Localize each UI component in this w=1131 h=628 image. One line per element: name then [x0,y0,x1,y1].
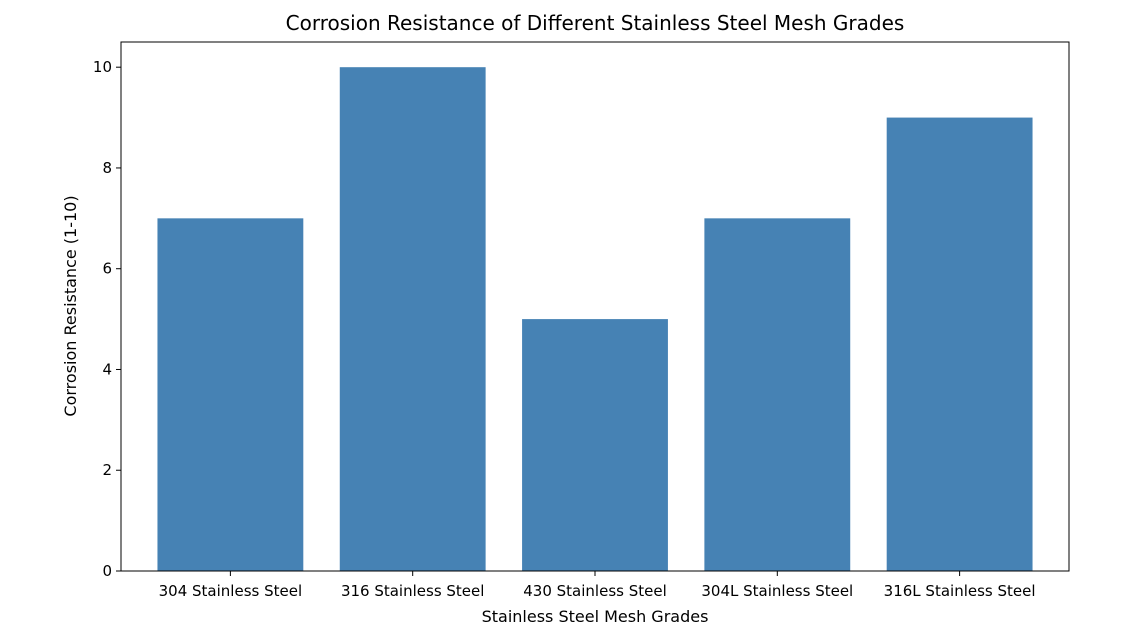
bar-1 [157,218,304,572]
x-tick-label-1: 304 Stainless Steel [159,582,303,600]
bar-3 [522,319,668,571]
y-tick-label-6: 10 [93,58,112,76]
x-tick-label-2: 316 Stainless Steel [341,582,485,600]
chart-title: Corrosion Resistance of Different Stainl… [286,11,905,35]
y-axis: 0 2 4 6 8 10 [93,58,121,580]
bar-5 [886,117,1033,572]
x-tick-label-3: 430 Stainless Steel [523,582,667,600]
y-axis-label: Corrosion Resistance (1-10) [61,195,80,416]
bar-2 [339,67,486,571]
x-axis-label: Stainless Steel Mesh Grades [482,607,709,626]
y-tick-label-5: 8 [102,159,112,177]
bar-4 [704,218,851,572]
y-tick-label-2: 2 [102,461,112,479]
x-tick-label-4: 304L Stainless Steel [701,582,853,600]
x-tick-label-5: 316L Stainless Steel [884,582,1036,600]
y-tick-label-1: 0 [102,562,112,580]
x-axis: 304 Stainless Steel 316 Stainless Steel 43… [159,571,1036,600]
y-tick-label-4: 6 [102,260,112,278]
plot-frame [120,41,1070,572]
y-tick-label-3: 4 [102,360,112,378]
bars-group [157,67,1033,572]
